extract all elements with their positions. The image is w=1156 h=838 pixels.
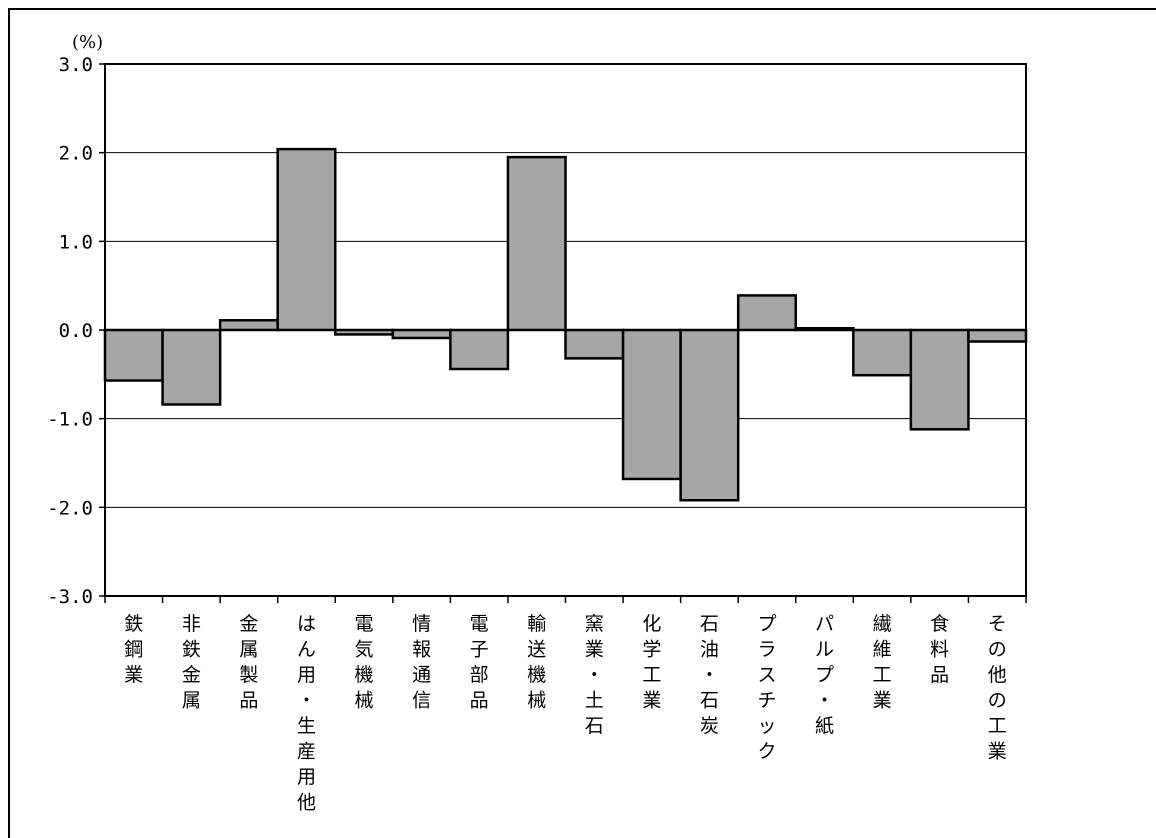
category-label: 輸送機械 bbox=[527, 613, 546, 712]
y-unit-label: (%) bbox=[72, 32, 103, 53]
chart-frame bbox=[8, 8, 1156, 838]
bar bbox=[852, 328, 913, 377]
labels: 3.0 2.0 1.0 0.0 -1.0 -2.0 -3.0 (%) 鉄鋼業 非鉄金属 金属製品 はん… bbox=[47, 32, 1006, 814]
bar bbox=[736, 294, 797, 332]
bar bbox=[564, 328, 625, 360]
category-label: 電気機械 bbox=[355, 613, 374, 712]
category-label: 情報通信 bbox=[412, 613, 431, 712]
category-label: 化学工業 bbox=[642, 613, 661, 712]
bar bbox=[103, 328, 164, 382]
category-label: 食料品 bbox=[930, 613, 949, 686]
bar bbox=[391, 328, 452, 340]
bars bbox=[103, 147, 1028, 502]
bar bbox=[909, 328, 970, 431]
y-tick-label: 2.0 bbox=[59, 143, 93, 165]
category-label: 非鉄金属 bbox=[182, 613, 201, 712]
y-tick-label: -3.0 bbox=[47, 586, 93, 608]
y-tick-label: 0.0 bbox=[59, 320, 93, 342]
category-label: 繊維工業 bbox=[873, 613, 892, 712]
bar bbox=[621, 328, 682, 481]
category-label: 金属製品 bbox=[239, 613, 258, 712]
y-tick-label: -1.0 bbox=[47, 409, 93, 431]
y-tick-label: 1.0 bbox=[59, 231, 93, 253]
bar bbox=[161, 328, 222, 406]
axes bbox=[99, 63, 1027, 603]
category-label: パルプ・紙 bbox=[815, 613, 834, 737]
category-label: 電子部品 bbox=[470, 613, 489, 712]
bar bbox=[506, 155, 567, 332]
category-label: はん用・生産用他 bbox=[297, 613, 316, 814]
bar bbox=[218, 318, 279, 332]
bar bbox=[276, 147, 337, 332]
y-tick-label: -2.0 bbox=[47, 497, 93, 519]
bar bbox=[679, 328, 740, 502]
bar bbox=[334, 328, 395, 336]
category-label: プラスチック bbox=[757, 613, 776, 763]
y-tick-label: 3.0 bbox=[59, 54, 93, 76]
category-label: 窯業・土石 bbox=[585, 613, 604, 737]
bar bbox=[449, 328, 510, 371]
bar bbox=[967, 328, 1028, 343]
category-label: 鉄鋼業 bbox=[124, 613, 143, 686]
bar bbox=[794, 326, 855, 332]
category-label: 石油・石炭 bbox=[700, 613, 719, 737]
category-label: その他の工業 bbox=[988, 613, 1007, 763]
